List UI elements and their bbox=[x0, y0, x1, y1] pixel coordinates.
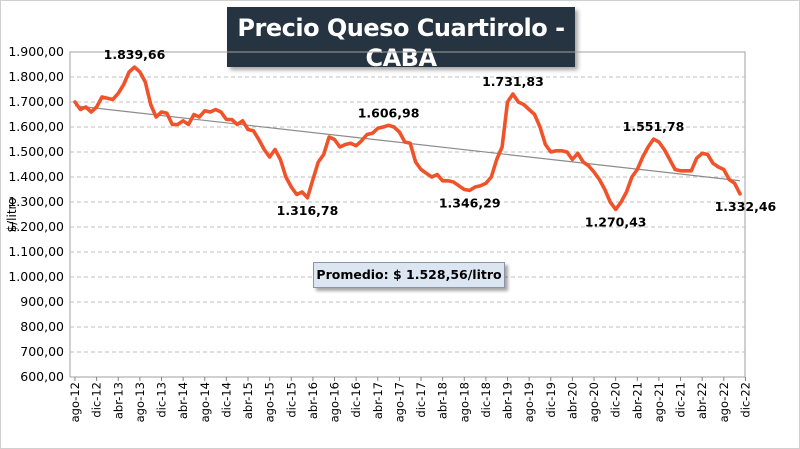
x-tick-label: ago-18 bbox=[457, 382, 471, 422]
x-tick-label: ago-13 bbox=[133, 382, 147, 422]
x-tick-label: ago-17 bbox=[392, 382, 406, 422]
x-tick-label: dic-17 bbox=[414, 382, 428, 418]
x-tick-label: abr-21 bbox=[630, 382, 644, 419]
data-label: 1.731,83 bbox=[482, 74, 544, 89]
x-tick-label: abr-15 bbox=[241, 382, 255, 419]
x-tick-label: ago-14 bbox=[198, 382, 212, 422]
chart-title: Precio Queso Cuartirolo - CABA bbox=[237, 14, 565, 72]
x-tick-label: dic-22 bbox=[738, 382, 752, 418]
x-tick-label: dic-21 bbox=[674, 382, 688, 418]
x-tick-label: ago-15 bbox=[263, 382, 277, 422]
x-tick-label: dic-20 bbox=[609, 382, 623, 418]
x-tick-label: dic-18 bbox=[479, 382, 493, 418]
data-label: 1.839,66 bbox=[104, 47, 166, 62]
x-tick-label: ago-22 bbox=[717, 382, 731, 422]
y-tick-label: 1.400,00 bbox=[8, 169, 64, 184]
y-tick-label: 600,00 bbox=[20, 369, 64, 384]
x-tick-label: abr-20 bbox=[565, 382, 579, 419]
x-tick-label: abr-19 bbox=[501, 382, 515, 419]
x-tick-label: dic-14 bbox=[219, 382, 233, 418]
y-tick-label: 1.500,00 bbox=[8, 144, 64, 159]
x-tick-label: ago-12 bbox=[68, 382, 82, 422]
x-axis-ticks: ago-12 dic-12 abr-13 ago-13 dic-13 abr-14 ago-… bbox=[68, 377, 752, 422]
data-label: 1.270,43 bbox=[585, 214, 647, 229]
x-tick-label: dic-15 bbox=[284, 382, 298, 418]
series-line bbox=[73, 65, 742, 212]
data-label: 1.346,29 bbox=[439, 195, 501, 210]
y-tick-label: 1.200,00 bbox=[8, 219, 64, 234]
y-tick-label: 1.800,00 bbox=[8, 69, 64, 84]
x-tick-label: abr-22 bbox=[695, 382, 709, 419]
x-tick-label: ago-19 bbox=[522, 382, 536, 422]
x-tick-label: abr-18 bbox=[436, 382, 450, 419]
y-axis-label: $/litro bbox=[5, 197, 19, 232]
y-tick-label: 1.300,00 bbox=[8, 194, 64, 209]
y-tick-label: 1.100,00 bbox=[8, 244, 64, 259]
data-label: 1.316,78 bbox=[277, 203, 339, 218]
grid-lines bbox=[69, 51, 746, 378]
x-tick-label: dic-16 bbox=[349, 382, 363, 418]
y-tick-label: 900,00 bbox=[20, 294, 64, 309]
chart-subtitle: - ajustado por IPC - bbox=[338, 74, 464, 89]
x-tick-label: ago-16 bbox=[328, 382, 342, 422]
x-tick-label: abr-17 bbox=[371, 382, 385, 419]
x-tick-label: abr-16 bbox=[306, 382, 320, 419]
price-series-line bbox=[73, 65, 742, 212]
title-box: Precio Queso Cuartirolo - CABA - ajustad… bbox=[227, 7, 575, 89]
annotations: 1.839,66 1.316,78 1.606,98 1.346,29 1.731,83… bbox=[104, 47, 777, 229]
x-tick-label: dic-19 bbox=[544, 382, 558, 418]
average-box: Promedio: $ 1.528,56/litro bbox=[313, 262, 505, 288]
x-tick-label: dic-13 bbox=[155, 382, 169, 418]
y-tick-label: 1.700,00 bbox=[8, 94, 64, 109]
y-tick-label: 800,00 bbox=[20, 319, 64, 334]
x-tick-label: ago-20 bbox=[587, 382, 601, 422]
data-label: 1.332,46 bbox=[715, 199, 777, 214]
x-tick-label: abr-13 bbox=[111, 382, 125, 419]
y-tick-label: 700,00 bbox=[20, 344, 64, 359]
y-tick-label: 1.900,00 bbox=[8, 44, 64, 59]
y-tick-label: 1.600,00 bbox=[8, 119, 64, 134]
x-tick-label: abr-14 bbox=[176, 382, 190, 419]
data-label: 1.606,98 bbox=[358, 105, 420, 120]
x-tick-label: dic-12 bbox=[90, 382, 104, 418]
y-tick-label: 1.000,00 bbox=[8, 269, 64, 284]
y-axis-ticks: 600,00 700,00 800,00 900,00 1.000,00 1.100,00… bbox=[8, 44, 64, 384]
plot-area bbox=[69, 51, 746, 378]
x-tick-label: ago-21 bbox=[652, 382, 666, 422]
data-label: 1.551,78 bbox=[623, 119, 685, 134]
